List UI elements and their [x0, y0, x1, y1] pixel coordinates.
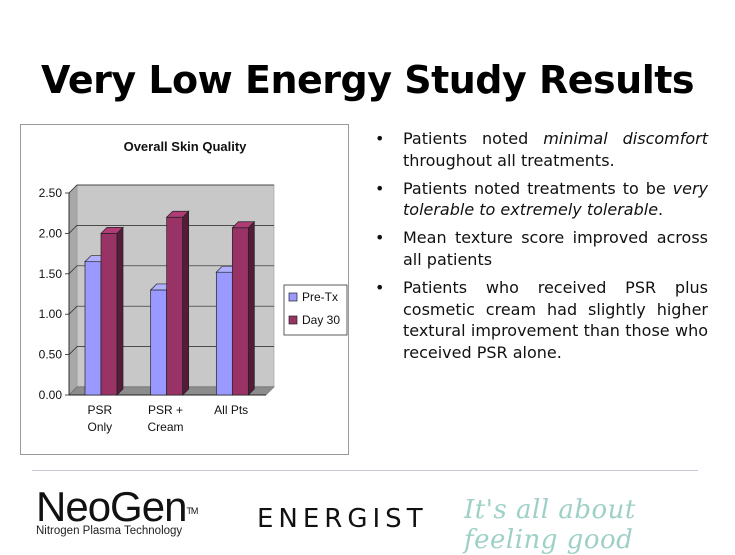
x-tick-label: Cream [147, 420, 183, 434]
x-tick-label: Only [87, 420, 112, 434]
bar-top [165, 210, 190, 218]
bar-side [247, 220, 255, 396]
bar-top [100, 227, 124, 234]
y-tick-label: 2.00 [39, 226, 63, 240]
bullet-item: Patients noted minimal discomfort throug… [372, 128, 708, 172]
y-tick-label: 2.50 [39, 186, 63, 200]
x-tick-label: PSR [87, 403, 112, 417]
chart-title: Overall Skin Quality [124, 139, 248, 154]
legend-swatch [288, 315, 298, 325]
bullet-text: Patients noted treatments to be [403, 178, 673, 198]
energist-tagline: It's all about feeling good [464, 495, 636, 555]
footer-divider [32, 470, 698, 471]
bar-day-30 [231, 227, 249, 396]
gridline [68, 305, 274, 315]
neogen-trademark: TM [186, 506, 198, 516]
bullet-text: . [658, 200, 664, 220]
bullet-list: Patients noted minimal discomfort throug… [372, 128, 708, 370]
neogen-name: NeoGen [36, 483, 187, 530]
chart-frame: Overall Skin Quality 0.00 0.50 1.00 1.50 2.00… [20, 124, 349, 455]
bullet-text: Patients noted [403, 129, 544, 148]
energist-logo: ENERGIST [257, 504, 428, 534]
bullet-text: Mean texture score improved across all p… [403, 228, 708, 269]
y-tick-label: 1.00 [39, 307, 63, 321]
bullet-text: throughout all treatments. [403, 150, 615, 170]
bullet-text: Patients who received PSR plus cosmetic … [403, 277, 708, 363]
gridline [68, 184, 274, 194]
y-tick-label: 1.50 [39, 267, 63, 281]
x-tick-label: All Pts [214, 403, 248, 417]
bullet-item: Mean texture score improved across all p… [372, 227, 708, 271]
bullet-item: Patients who received PSR plus cosmetic … [372, 277, 708, 364]
gridline [68, 346, 274, 355]
bullet-item: Patients noted treatments to be very tol… [372, 178, 708, 222]
bullet-text: very tolerable to extremely tolerable [403, 178, 708, 220]
bar-pre-tx [215, 271, 233, 396]
bar-side [116, 226, 124, 396]
bar-pre-tx [84, 261, 102, 396]
y-tick-label: 0.00 [39, 388, 63, 402]
gridline [68, 225, 274, 234]
bullet-text: minimal discomfort [543, 129, 709, 148]
bar-pre-tx [150, 289, 168, 396]
gridline [68, 265, 274, 275]
neogen-subtitle: Nitrogen Plasma Technology [36, 525, 183, 537]
x-tick-label: PSR + [148, 403, 183, 417]
y-tick-label: 0.50 [39, 348, 63, 362]
bar-day-30 [100, 233, 118, 396]
slide-title: Very Low Energy Study Results [40, 58, 695, 102]
neogen-logo: NeoGenTM Nitrogen Plasma Technology [36, 483, 198, 538]
bar-side [182, 210, 190, 396]
bar-day-30 [166, 216, 184, 396]
bar-chart: Overall Skin Quality 0.00 0.50 1.00 1.50 2.00… [39, 139, 348, 434]
legend-label: Pre-Tx [302, 290, 338, 304]
legend-swatch [288, 292, 298, 302]
plot-side-wall [68, 184, 78, 396]
bar-top [231, 221, 256, 229]
legend-label: Day 30 [302, 313, 340, 327]
